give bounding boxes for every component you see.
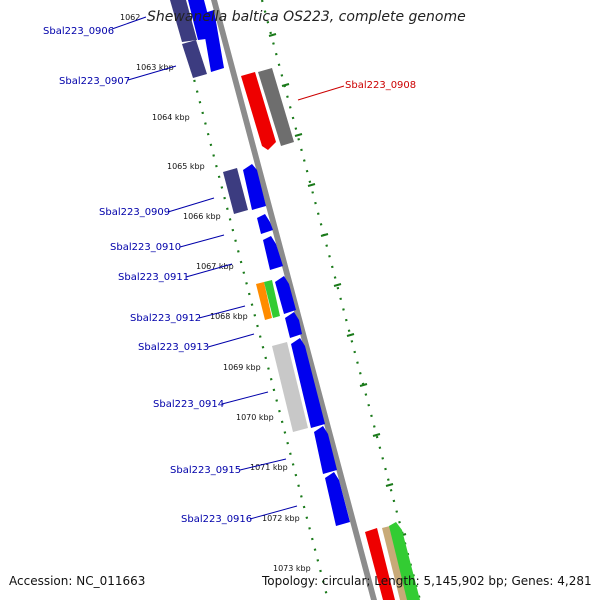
kbp-tick-labels: 1062 1063 kbp 1064 kbp 1065 kbp 1066 kbp…: [120, 13, 311, 573]
gene-label-0912[interactable]: Sbal223_0912: [130, 313, 201, 324]
kbp-tick-label: 1069 kbp: [223, 363, 261, 372]
genome-summary-label: Topology: circular; Length: 5,145,902 bp…: [262, 574, 592, 588]
cds-0913-blue[interactable]: [285, 312, 302, 338]
kbp-tick-label: 1068 kbp: [210, 312, 248, 321]
cds-0908-red[interactable]: [241, 72, 276, 150]
cds-bottom-green[interactable]: [389, 522, 420, 600]
gene-label-0911[interactable]: Sbal223_0911: [118, 272, 189, 283]
gene-label-0907[interactable]: Sbal223_0907: [59, 76, 130, 87]
gene-label-0916[interactable]: Sbal223_0916: [181, 514, 252, 525]
backbone: [211, 0, 377, 600]
kbp-tick-label: 1073 kbp: [273, 564, 311, 573]
cds-0912-orange[interactable]: [256, 282, 272, 320]
cds-bottom-red[interactable]: [365, 528, 395, 600]
gene-label-0908[interactable]: Sbal223_0908: [345, 80, 416, 91]
cds-0912-green[interactable]: [264, 280, 280, 318]
gene-label-0913[interactable]: Sbal223_0913: [138, 342, 209, 353]
inner-dotted-ring: [184, 47, 330, 600]
kbp-tick-label: 1064 kbp: [152, 113, 190, 122]
cds-0907-navy[interactable]: [182, 40, 207, 78]
outer-dotted-ring: [260, 0, 422, 600]
cds-0906-navy[interactable]: [170, 0, 197, 42]
cds-0914-lightgray[interactable]: [272, 342, 308, 432]
gene-leader-lines: [111, 16, 345, 520]
gene-label-0910[interactable]: Sbal223_0910: [110, 242, 181, 253]
cds-0911-blue[interactable]: [263, 236, 283, 270]
kbp-tick-label: 1066 kbp: [183, 212, 221, 221]
kbp-tick-label: 1063 kbp: [136, 63, 174, 72]
cds-0914-blue[interactable]: [291, 338, 325, 428]
gene-label-0909[interactable]: Sbal223_0909: [99, 207, 170, 218]
kbp-tick-label: 1070 kbp: [236, 413, 274, 422]
cds-0910-blue[interactable]: [257, 214, 273, 234]
cds-features[interactable]: [170, 0, 420, 600]
kbp-tick-label: 1071 kbp: [250, 463, 288, 472]
gene-label-0906[interactable]: Sbal223_0906: [43, 26, 114, 37]
cds-0909-blue[interactable]: [243, 164, 266, 210]
cds-0915-blue[interactable]: [314, 426, 337, 474]
cds-0916-blue[interactable]: [325, 472, 350, 526]
genome-title: Shewanella baltica OS223, complete genom…: [147, 9, 466, 25]
kbp-tick-label: 1072 kbp: [262, 514, 300, 523]
cds-bottom-tan[interactable]: [382, 526, 408, 600]
cds-0908-gray[interactable]: [258, 68, 294, 146]
gene-label-0914[interactable]: Sbal223_0914: [153, 399, 224, 410]
cds-0909-navy[interactable]: [223, 168, 248, 214]
kbp-tick-label: 1067 kbp: [196, 262, 234, 271]
kbp-tick-label: 1062: [120, 13, 140, 22]
accession-label: Accession: NC_011663: [9, 574, 146, 588]
cds-0912-blue[interactable]: [275, 276, 296, 314]
gene-labels[interactable]: Sbal223_0906 Sbal223_0907 Sbal223_0908 S…: [43, 26, 416, 525]
kbp-tick-label: 1065 kbp: [167, 162, 205, 171]
gene-label-0915[interactable]: Sbal223_0915: [170, 465, 241, 476]
cds-0907-blue[interactable]: [201, 10, 224, 72]
